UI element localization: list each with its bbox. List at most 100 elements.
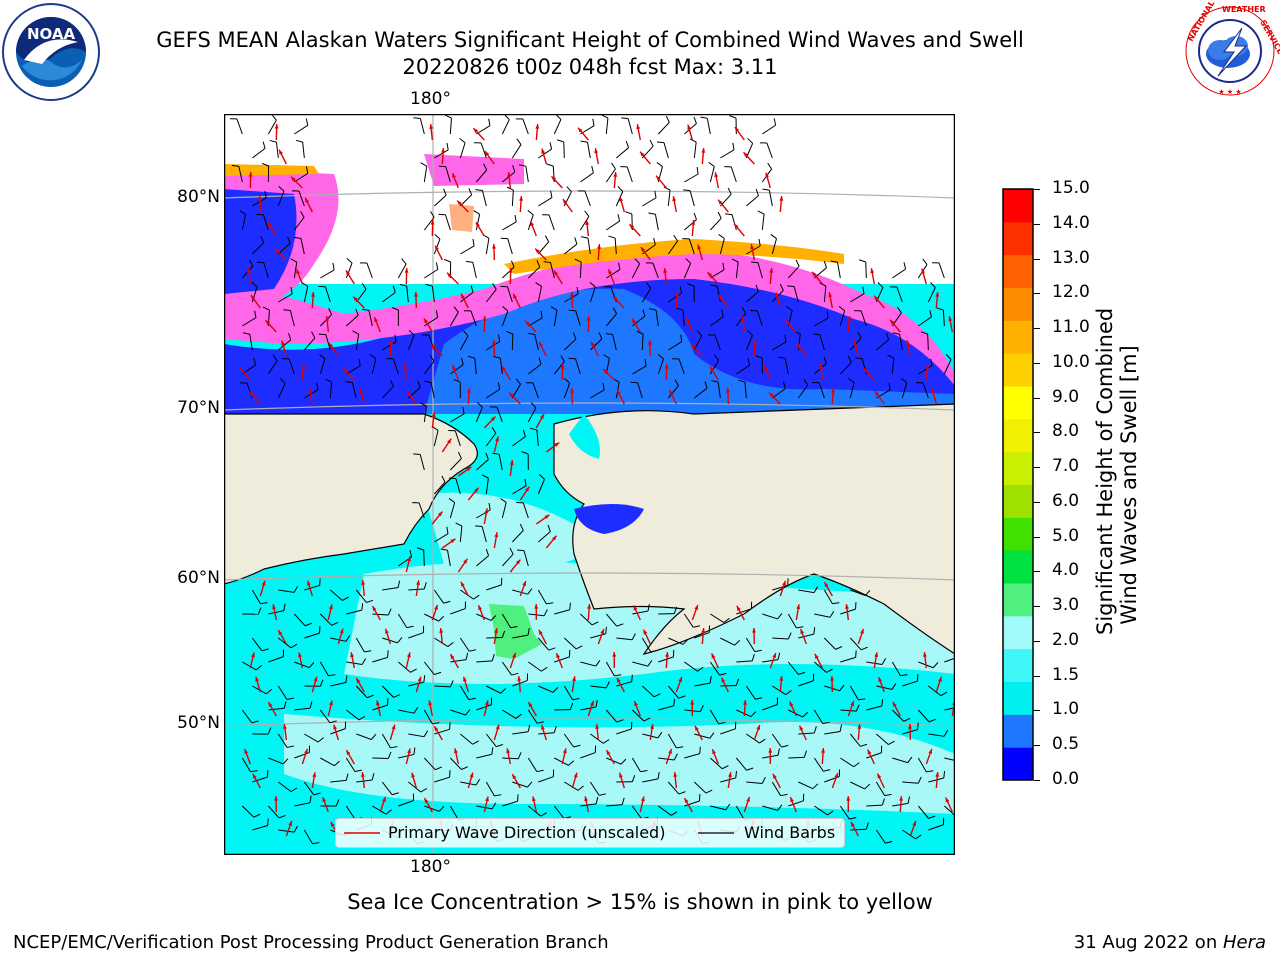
wave-arrow [403,364,408,381]
wave-arrow [831,772,839,789]
wave-arrow [925,748,933,765]
wave-arrow [665,651,670,669]
colorbar-segment [1003,484,1033,518]
wind-barb [736,654,755,663]
wind-barb [746,284,759,303]
wind-barb [944,757,955,761]
wave-arrow [517,676,522,693]
wave-arrow [867,749,875,765]
wave-arrow [460,293,469,309]
wind-barb [291,190,305,207]
wave-arrow [475,222,485,237]
wind-barb [812,333,825,351]
wind-barb [616,633,636,641]
wave-arrow [328,342,339,357]
wave-arrow [597,628,605,645]
wind-barb [535,282,542,303]
wind-barb [684,167,699,183]
colorbar-tick-mark [1034,328,1040,330]
wind-barb [500,498,507,519]
wind-barb [917,709,936,723]
wave-arrow [501,365,511,381]
wind-barb [372,805,392,815]
lat-label-50: 50°N [177,713,220,733]
wind-barb [434,680,454,688]
wave-arrow [935,291,940,309]
wave-arrow [322,796,329,813]
wind-barb [850,286,865,303]
wind-barb [485,283,497,303]
wind-barb [589,332,603,351]
wind-barb [319,354,326,375]
wave-arrow [371,605,381,621]
wind-barb [294,795,312,807]
wind-barb [530,427,539,447]
wave-arrow [873,652,879,669]
wave-arrow [538,629,547,645]
wind-barb [814,805,834,816]
wind-barb [511,523,524,543]
wave-arrow [550,175,563,189]
wave-arrow [862,367,875,381]
wind-barb [346,658,367,666]
wind-barb [330,773,349,783]
wind-barb [771,733,789,748]
wave-arrow [429,124,434,141]
wind-barb [295,139,305,159]
wave-arrow [857,723,862,741]
wave-arrow [538,341,547,357]
wind-barb [590,382,605,399]
wave-arrow [248,171,253,189]
wind-barb [580,660,601,667]
wind-barb [476,747,494,759]
wind-barb [778,356,789,375]
wave-arrow [274,123,279,141]
wind-barb [398,793,415,807]
wind-barb [362,308,373,327]
wind-legend-line [698,832,734,834]
wind-barb [658,698,675,711]
wave-arrow [779,195,784,213]
wind-barb [304,733,324,743]
lat-label-70: 70°N [177,398,220,418]
wave-arrow [433,725,443,741]
wave-arrow [569,291,574,309]
wind-barb [512,429,526,447]
wave-arrow [823,581,833,597]
wind-barb [528,805,548,817]
wave-arrow [647,339,652,357]
wave-arrow [877,676,885,693]
wind-barb [580,796,599,807]
wave-arrow [587,700,595,717]
wave-arrow [327,604,333,621]
wave-arrow [477,604,485,621]
wave-arrow [628,223,641,237]
wind-barb [319,661,336,677]
wind-barb [293,211,305,231]
wind-barb [355,637,372,653]
wind-barb [745,685,763,700]
wind-barb [824,724,843,735]
wind-barb [892,332,903,351]
colorbar-tick-mark [1034,606,1040,608]
wave-arrow [763,364,771,381]
wind-barb [391,307,399,327]
wave-arrow [301,748,309,765]
svg-text:NOAA: NOAA [27,25,76,43]
wind-barb [512,628,530,639]
colorbar-segment [1003,386,1033,420]
footer-credit: NCEP/EMC/Verification Post Processing Pr… [13,932,609,953]
wave-arrow [545,441,560,453]
wind-barb [397,613,414,629]
wind-barb [485,426,497,447]
wind-barb [772,578,789,591]
wind-barb [720,678,740,687]
wave-arrow [847,315,852,333]
wave-arrow [389,339,393,357]
wind-barb [667,781,686,795]
wave-arrow [830,675,834,693]
colorbar-tick-label: 6.0 [1052,490,1080,511]
wind-barb [268,603,286,615]
nws-logo: ★ ★ ★ NATIONAL WEATHER SERVICE [1184,2,1280,97]
colorbar-tick-label: 7.0 [1052,456,1080,477]
